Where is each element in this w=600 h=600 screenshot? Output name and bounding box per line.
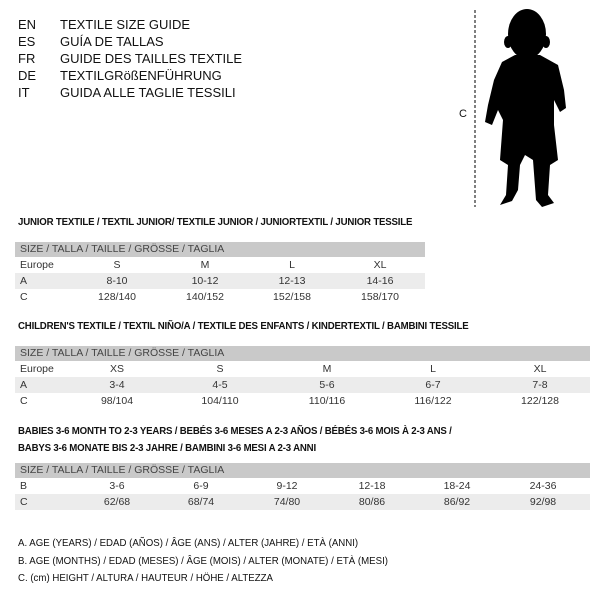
- table-cell: L: [430, 363, 436, 375]
- table-cell: 92/98: [529, 496, 557, 508]
- table-cell: 12-13: [278, 275, 306, 287]
- size-table: SIZE / TALLA / TAILLE / GRÖSSE / TAGLIA B…: [15, 463, 590, 510]
- table-cell: 74/80: [273, 496, 301, 508]
- table-cell: 104/110: [201, 395, 239, 407]
- table-cell: 12-18: [358, 480, 386, 492]
- table-cell: 68/74: [187, 496, 215, 508]
- table-row: A 8-10 10-12 12-13 14-16: [15, 273, 425, 289]
- table-row: C 62/68 68/74 74/80 80/86 86/92 92/98: [15, 494, 590, 510]
- row-label: Europe: [20, 363, 54, 375]
- table-cell: 6-7: [425, 379, 441, 391]
- table-row: Europe S M L XL: [15, 257, 425, 273]
- legend-a: A. AGE (YEARS) / EDAD (AÑOS) / ÂGE (ANS)…: [18, 537, 359, 549]
- table-cell: XL: [373, 259, 387, 271]
- table-cell: 140/152: [186, 291, 224, 303]
- table-cell: XL: [533, 363, 547, 375]
- legend-b: B. AGE (MONTHS) / EDAD (MESES) / ÂGE (MO…: [18, 555, 388, 567]
- table-cell: XS: [109, 363, 125, 375]
- table-cell: 3-6: [109, 480, 125, 492]
- table-row: A 3-4 4-5 5-6 6-7 7-8: [15, 377, 590, 393]
- table-row: C 98/104 104/110 110/116 116/122 122/128: [15, 393, 590, 409]
- table-cell: 128/140: [98, 291, 136, 303]
- size-table: SIZE / TALLA / TAILLE / GRÖSSE / TAGLIA E…: [15, 346, 590, 409]
- table-cell: 158/170: [361, 291, 399, 303]
- section-title: JUNIOR TEXTILE / TEXTIL JUNIOR/ TEXTILE …: [18, 216, 413, 228]
- section-title: CHILDREN'S TEXTILE / TEXTIL NIÑO/A / TEX…: [18, 320, 469, 332]
- title-en: TEXTILE SIZE GUIDE: [60, 17, 191, 32]
- table-cell: M: [200, 259, 210, 271]
- table-cell: 8-10: [106, 275, 128, 287]
- table-cell: 62/68: [103, 496, 131, 508]
- row-label: C: [20, 496, 28, 508]
- row-label: B: [20, 480, 28, 492]
- size-table: SIZE / TALLA / TAILLE / GRÖSSE / TAGLIA E…: [15, 242, 425, 305]
- table-row: Europe XS S M L XL: [15, 361, 590, 377]
- title-it: GUIDA ALLE TAGLIE TESSILI: [60, 85, 236, 100]
- table-header: SIZE / TALLA / TAILLE / GRÖSSE / TAGLIA: [15, 242, 425, 257]
- lang-code-en: EN: [18, 17, 37, 32]
- legend-c: C. (cm) HEIGHT / ALTURA / HAUTEUR / HÖHE…: [18, 572, 273, 584]
- table-cell: 18-24: [443, 480, 471, 492]
- table-cell: 122/128: [521, 395, 559, 407]
- table-row: B 3-6 6-9 9-12 12-18 18-24 24-36: [15, 478, 590, 494]
- table-cell: 14-16: [366, 275, 394, 287]
- table-cell: 7-8: [532, 379, 548, 391]
- title-de: TEXTILGRößENFÜHRUNG: [60, 68, 222, 83]
- title-fr: GUIDE DES TAILLES TEXTILE: [60, 51, 243, 66]
- table-header: SIZE / TALLA / TAILLE / GRÖSSE / TAGLIA: [15, 463, 590, 478]
- table-cell: 110/116: [308, 395, 346, 407]
- row-label: A: [20, 379, 28, 391]
- table-cell: L: [289, 259, 295, 271]
- table-cell: 116/122: [414, 395, 452, 407]
- table-cell: 86/92: [443, 496, 471, 508]
- lang-code-it: IT: [18, 85, 30, 100]
- row-label: Europe: [20, 259, 54, 271]
- lang-code-de: DE: [18, 68, 37, 83]
- table-cell: 10-12: [191, 275, 219, 287]
- table-cell: S: [216, 363, 224, 375]
- table-cell: 6-9: [193, 480, 209, 492]
- table-cell: 98/104: [100, 395, 134, 407]
- row-label: C: [20, 395, 28, 407]
- section-title: BABYS 3-6 MONATE BIS 2-3 JAHRE / BAMBINI…: [18, 442, 316, 454]
- child-silhouette-icon: [474, 9, 566, 207]
- table-cell: 4-5: [212, 379, 228, 391]
- title-es: GUÍA DE TALLAS: [60, 34, 164, 49]
- row-label: A: [20, 275, 28, 287]
- table-cell: 152/158: [273, 291, 311, 303]
- table-cell: 3-4: [109, 379, 125, 391]
- table-cell: S: [113, 259, 121, 271]
- table-cell: 24-36: [529, 480, 557, 492]
- height-measure-label: C: [459, 108, 467, 120]
- table-cell: M: [322, 363, 332, 375]
- table-header: SIZE / TALLA / TAILLE / GRÖSSE / TAGLIA: [15, 346, 590, 361]
- table-row: C 128/140 140/152 152/158 158/170: [15, 289, 425, 305]
- table-cell: 9-12: [276, 480, 298, 492]
- lang-code-es: ES: [18, 34, 36, 49]
- section-title: BABIES 3-6 MONTH TO 2-3 YEARS / BEBÉS 3-…: [18, 425, 452, 437]
- row-label: C: [20, 291, 28, 303]
- table-cell: 5-6: [319, 379, 335, 391]
- table-cell: 80/86: [358, 496, 386, 508]
- lang-code-fr: FR: [18, 51, 36, 66]
